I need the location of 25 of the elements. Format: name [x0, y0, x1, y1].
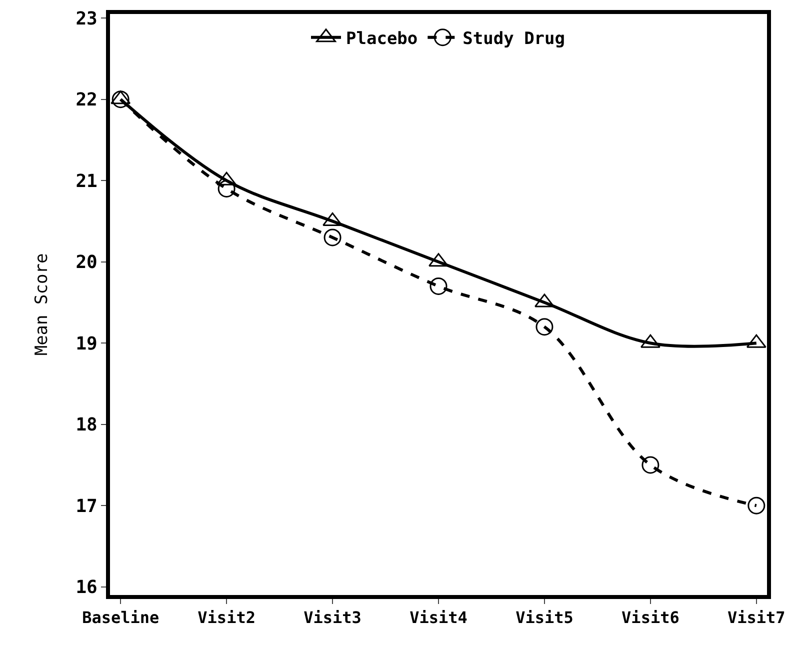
x-tick-label: Visit5 [516, 608, 574, 628]
y-tick-label: 23 [76, 8, 98, 30]
x-tick-label: Visit3 [304, 608, 362, 628]
y-tick-label: 22 [76, 90, 98, 111]
point [218, 180, 236, 198]
point [430, 277, 448, 295]
point [642, 456, 660, 474]
point [536, 318, 554, 336]
y-tick-label: 18 [76, 414, 98, 436]
x-tick-label: Visit4 [410, 608, 468, 628]
y-axis-title: Mean Score [32, 253, 52, 356]
y-tick-label: 20 [76, 252, 98, 274]
point [428, 253, 448, 267]
y-tick-label: 19 [76, 333, 98, 354]
legend-label: Study Drug [462, 28, 566, 49]
x-tick-label: Baseline [82, 608, 160, 628]
x-tick-label: Visit6 [622, 608, 680, 628]
y-tick-label: 17 [76, 496, 98, 517]
y-tick-label: 21 [76, 170, 98, 192]
legend-label: Placebo [346, 28, 418, 49]
point [748, 496, 766, 514]
point [324, 228, 342, 246]
x-tick-label: Visit2 [198, 608, 256, 628]
x-tick-label: Visit7 [728, 608, 786, 628]
y-tick-label: 16 [76, 577, 98, 598]
